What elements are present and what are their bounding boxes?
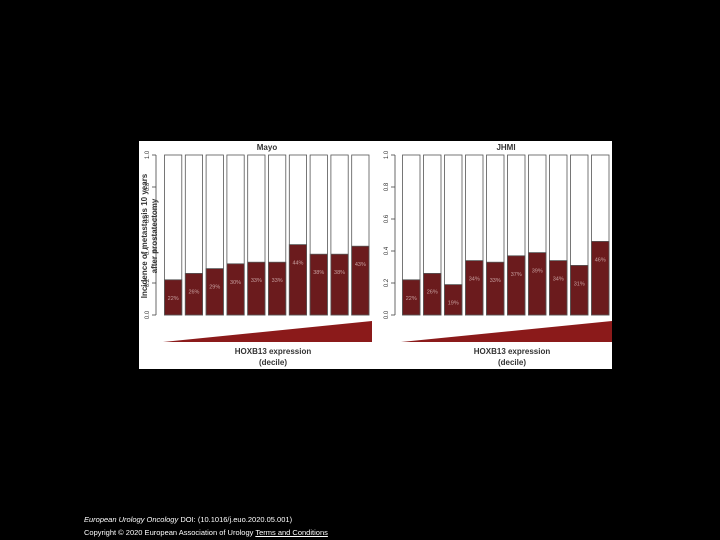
- y-axis-title-line-2: after prostatectomy: [150, 198, 159, 273]
- data-label: 43%: [355, 262, 366, 268]
- bar: [465, 260, 484, 316]
- journal-name: European Urology Oncology: [84, 515, 179, 524]
- y-tick-label: 0.2: [384, 278, 390, 287]
- doi-text: DOI: (10.1016/j.euo.2020.05.001): [178, 515, 293, 524]
- x-axis-title-line-1: HOXB13 expression: [235, 347, 312, 356]
- data-label: 39%: [532, 269, 543, 275]
- data-label: 22%: [406, 296, 417, 302]
- data-label: 46%: [595, 257, 606, 263]
- data-label: 34%: [469, 277, 480, 283]
- bar: [205, 268, 224, 316]
- bar: [247, 261, 266, 316]
- data-label: 37%: [511, 272, 522, 278]
- data-label: 33%: [272, 278, 283, 284]
- data-label: 38%: [313, 270, 324, 276]
- copyright-line: Copyright © 2020 European Association of…: [84, 528, 328, 537]
- y-tick-label: 0.8: [384, 182, 390, 191]
- bar: [309, 253, 328, 316]
- y-tick-label: 1.0: [145, 150, 151, 159]
- bar: [591, 241, 610, 316]
- y-tick-label: 1.0: [384, 150, 390, 159]
- citation-line: European Urology Oncology DOI: (10.1016/…: [84, 515, 292, 524]
- x-axis-title-line-1: HOXB13 expression: [474, 347, 551, 356]
- bar: [184, 272, 203, 316]
- chart-panel-2: JHMI 0.0 0.2 0.4 0.6 0.8 1.0 22% 26% 19% 34% 33% 37%…: [384, 143, 612, 367]
- data-label: 44%: [292, 261, 303, 267]
- terms-link[interactable]: Terms and Conditions: [255, 528, 328, 537]
- data-label: 33%: [251, 278, 262, 284]
- y-tick-label: 0.6: [384, 214, 390, 223]
- panel-title: Mayo: [257, 143, 278, 152]
- data-label: 31%: [574, 281, 585, 287]
- panel-title: JHMI: [496, 143, 515, 152]
- data-label: 26%: [188, 289, 199, 295]
- data-label: 38%: [334, 270, 345, 276]
- y-axis-title: Incidence of metastasis 10 years after p…: [140, 173, 159, 298]
- expression-gradient-wedge: [163, 321, 372, 342]
- y-tick-label: 0.6: [145, 214, 151, 223]
- y-tick-label: 0.4: [384, 246, 390, 255]
- data-label: 22%: [168, 296, 179, 302]
- bar: [164, 279, 183, 316]
- chart-panel-1: Mayo 0.0 0.2 0.4 0.6 0.8 1.0 22% 26% 29% 30% 33% 33%…: [145, 143, 372, 367]
- chart-panels: Mayo 0.0 0.2 0.4 0.6 0.8 1.0 22% 26% 29% 30% 33% 33%…: [145, 143, 612, 367]
- data-label: 30%: [230, 280, 241, 286]
- expression-gradient-wedge: [401, 321, 612, 342]
- chart-svg: Incidence of metastasis 10 years after p…: [140, 143, 612, 367]
- bar: [330, 253, 349, 316]
- bar: [528, 252, 547, 316]
- data-label: 29%: [209, 285, 220, 291]
- bar: [549, 260, 568, 316]
- y-tick-label: 0.0: [384, 310, 390, 319]
- bar: [570, 265, 589, 316]
- y-tick-label: 0.2: [145, 278, 151, 287]
- bar: [288, 244, 308, 316]
- y-tick-label: 0.0: [145, 310, 151, 319]
- bar: [402, 279, 421, 316]
- bar: [268, 261, 287, 316]
- bar: [351, 245, 370, 316]
- data-label: 33%: [490, 278, 501, 284]
- bar: [423, 272, 442, 316]
- bar: [507, 255, 526, 316]
- copyright-text: Copyright © 2020 European Association of…: [84, 528, 256, 537]
- y-axis-title-line-1: Incidence of metastasis 10 years: [140, 173, 149, 298]
- y-tick-label: 0.8: [145, 182, 151, 191]
- data-label: 34%: [553, 277, 564, 283]
- x-axis-title-line-2: (decile): [498, 358, 526, 367]
- bar: [226, 263, 245, 316]
- x-axis-title-line-2: (decile): [259, 358, 287, 367]
- bar: [486, 261, 505, 316]
- figure-panel: Incidence of metastasis 10 years after p…: [139, 141, 612, 369]
- y-tick-label: 0.4: [145, 246, 151, 255]
- data-label: 19%: [448, 301, 459, 307]
- bar: [444, 284, 463, 316]
- data-label: 26%: [427, 289, 438, 295]
